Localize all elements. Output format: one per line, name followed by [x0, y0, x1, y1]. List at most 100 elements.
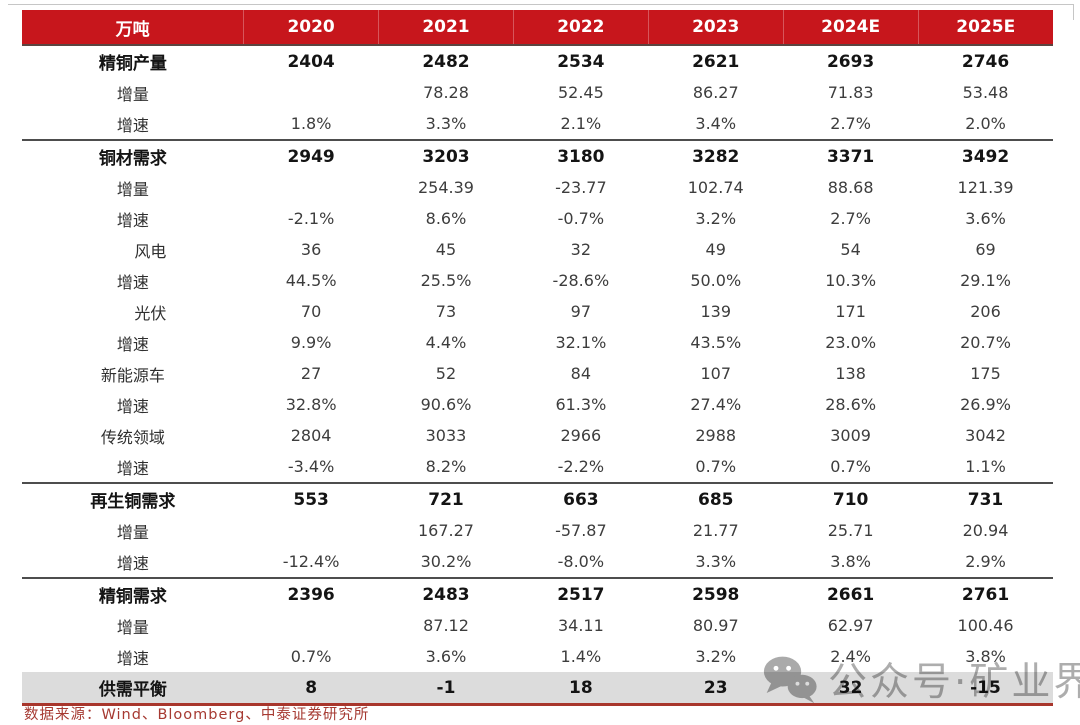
row-label: 精铜需求: [22, 577, 244, 610]
cell-value: -12.4%: [282, 552, 340, 571]
year-header: 2025E: [917, 10, 1053, 46]
cell-value: 27: [300, 364, 322, 383]
cell-value: 50.0%: [690, 271, 742, 290]
cell-value: -57.87: [555, 521, 607, 540]
cell-value: 2693: [826, 51, 875, 72]
cell-value: 53.48: [962, 83, 1009, 102]
row-label: 再生铜需求: [22, 482, 244, 515]
cell-value: 2988: [695, 426, 737, 445]
cell-value: 28.6%: [825, 395, 877, 414]
cell-value: 2804: [290, 426, 332, 445]
cell-value: 663: [513, 482, 649, 515]
cell-value: 27.4%: [690, 395, 742, 414]
cell-value: 9.9%: [290, 333, 332, 352]
cell-value: 3492: [918, 139, 1053, 172]
cell-value: 90.6%: [420, 395, 472, 414]
row-label: 增速: [116, 396, 149, 416]
row-label: 铜材需求: [22, 139, 244, 172]
cell-value: 3.3%: [425, 114, 467, 133]
cell-value: 2746: [961, 51, 1010, 72]
cell-value: [244, 610, 379, 641]
cell-value: 553: [243, 482, 379, 515]
cell-value: 2534: [557, 51, 605, 72]
row-label: 增量: [116, 179, 149, 199]
cell-value: -23.77: [555, 178, 607, 197]
header-row: 万吨 2020 2021 2022 2023 2024E 2025E: [22, 10, 1053, 46]
table-row: 增速 -2.1% 8.6% -0.7% 3.2% 2.7% 3.6%: [22, 203, 1053, 234]
cell-value: 23.0%: [825, 333, 877, 352]
year-header: 2024E: [782, 10, 919, 46]
row-label: 增速: [116, 553, 149, 573]
cell-value: 45: [435, 240, 457, 259]
cell-value: 3.3%: [695, 552, 737, 571]
row-label: 增量: [116, 522, 149, 542]
row-label: 精铜产量: [98, 54, 167, 74]
cell-value: 2396: [243, 577, 379, 610]
table-row: 增速 32.8% 90.6% 61.3% 27.4% 28.6% 26.9%: [22, 389, 1053, 420]
cell-value: 2949: [243, 139, 379, 172]
cell-value: 20.7%: [960, 333, 1011, 352]
cell-value: 175: [970, 364, 1001, 383]
row-label: 增速: [116, 648, 149, 668]
table-row: 增速 1.8% 3.3% 2.1% 3.4% 2.7% 2.0%: [22, 108, 1053, 140]
cell-value: 3.6%: [425, 647, 467, 666]
cell-value: 2404: [287, 51, 335, 72]
cell-value: [244, 77, 379, 108]
cell-value: 2482: [422, 51, 470, 72]
cell-value: 43.5%: [690, 333, 742, 352]
table-row: 增速 0.7% 3.6% 1.4% 3.2% 2.4% 3.8%: [22, 641, 1053, 672]
unit-header: 万吨: [22, 10, 244, 46]
table-row: 增速 44.5% 25.5% -28.6% 50.0% 10.3% 29.1%: [22, 265, 1053, 296]
cell-value: 25.5%: [420, 271, 472, 290]
cell-value: -2.1%: [287, 209, 335, 228]
row-label: 光伏: [134, 303, 167, 323]
cell-value: 80.97: [692, 616, 739, 635]
cell-value: -0.7%: [557, 209, 605, 228]
year-header: 2022: [512, 10, 649, 46]
cell-value: 32: [783, 672, 919, 706]
table-row: 传统领域 2804 3033 2966 2988 3009 3042: [22, 420, 1053, 451]
cell-value: 20.94: [962, 521, 1009, 540]
cell-value: 2.1%: [560, 114, 602, 133]
cell-value: 3.2%: [695, 209, 737, 228]
cell-value: 710: [783, 482, 919, 515]
cell-value: 49: [705, 240, 726, 259]
cell-value: 0.7%: [695, 457, 737, 476]
cell-value: 3282: [648, 139, 784, 172]
cell-value: 102.74: [687, 178, 744, 197]
table-row: 精铜产量 2404 2482 2534 2621 2693 2746: [22, 45, 1053, 77]
table-row: 增速 -3.4% 8.2% -2.2% 0.7% 0.7% 1.1%: [22, 451, 1053, 483]
cell-value: 70: [300, 302, 322, 321]
cell-value: 52: [435, 364, 457, 383]
table-row: 风电 36 45 32 49 54 69: [22, 234, 1053, 265]
table-row: 供需平衡 8 -1 18 23 32 -15: [22, 672, 1053, 706]
cell-value: 29.1%: [960, 271, 1011, 290]
cell-value: 62.97: [827, 616, 874, 635]
page-top-divider: [8, 4, 1074, 5]
table-row: 增速 9.9% 4.4% 32.1% 43.5% 23.0% 20.7%: [22, 327, 1053, 358]
cell-value: 32.1%: [555, 333, 607, 352]
cell-value: 23: [648, 672, 784, 706]
cell-value: 8.2%: [425, 457, 467, 476]
cell-value: 107: [700, 364, 731, 383]
cell-value: -1: [378, 672, 514, 706]
row-label: 新能源车: [100, 365, 165, 385]
cell-value: 0.7%: [830, 457, 871, 476]
copper-supply-demand-table: 万吨 2020 2021 2022 2023 2024E 2025E 精铜产量 2…: [22, 10, 1053, 706]
year-header: 2021: [378, 10, 514, 46]
cell-value: 3.8%: [830, 552, 871, 571]
cell-value: 2966: [560, 426, 602, 445]
cell-value: 3042: [965, 426, 1006, 445]
cell-value: 100.46: [957, 616, 1014, 635]
cell-value: 685: [648, 482, 784, 515]
cell-value: 3180: [513, 139, 649, 172]
cell-value: 88.68: [827, 178, 874, 197]
row-label: 供需平衡: [22, 672, 244, 706]
cell-value: 1.8%: [290, 114, 332, 133]
cell-value: 3.8%: [965, 647, 1006, 666]
cell-value: -2.2%: [557, 457, 605, 476]
table-row: 精铜需求 2396 2483 2517 2598 2661 2761: [22, 577, 1053, 610]
page-top-divider-corner: [1073, 4, 1074, 20]
table-row: 再生铜需求 553 721 663 685 710 731: [22, 482, 1053, 515]
cell-value: 61.3%: [555, 395, 607, 414]
